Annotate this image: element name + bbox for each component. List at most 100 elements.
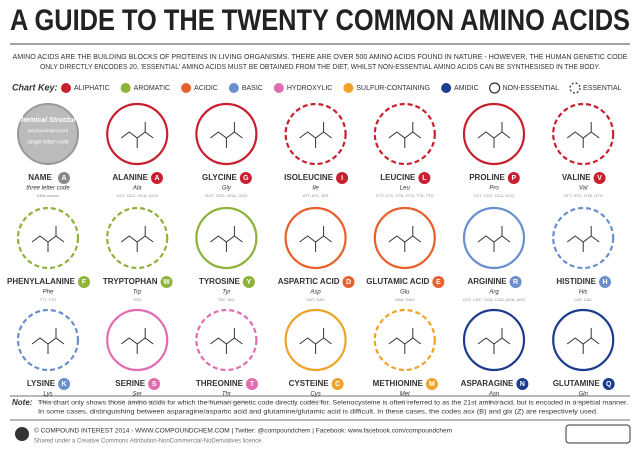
letter-badge-text: H [602, 279, 607, 286]
letter-badge [78, 276, 91, 288]
footer-line: © COMPOUND INTEREST 2014 - WWW.COMPOUNDC… [34, 427, 452, 435]
acid-name: HISTIDINE [556, 277, 596, 286]
acid-code: Pro [489, 186, 499, 192]
structure-circle [195, 102, 258, 166]
key-label: Chart Key: [12, 82, 58, 92]
acid-codons: TAT, TAC [218, 297, 234, 302]
letter-badge [242, 276, 255, 288]
letter-badge-text: G [243, 175, 249, 182]
letter-badge [432, 276, 445, 288]
acid-codons: CCT, CCC, CCA, CCG [474, 193, 514, 198]
structure-circle [284, 308, 347, 372]
letter-badge-text: F [82, 279, 87, 286]
letter-badge-text: P [511, 175, 516, 182]
acid-codons: CGT, CGC, CGA, CGG, AGA, AGG [463, 297, 526, 302]
structure-circle [552, 102, 615, 166]
acid-code: Lys [43, 392, 52, 398]
structure-circle [462, 308, 526, 372]
acid-name: LYSINE [27, 379, 56, 388]
letter-badge-text: A [61, 175, 66, 182]
intro-line: AMINO ACIDS ARE THE BUILDING BLOCKS OF P… [13, 54, 628, 61]
key-swatch [273, 83, 284, 93]
letter-badge-text: V [597, 175, 602, 182]
letter-badge [148, 378, 161, 390]
letter-badge-text: E [436, 279, 441, 286]
letter-badge [150, 172, 163, 184]
letter-badge-text: T [250, 381, 255, 388]
legend-text: NAME [28, 173, 52, 182]
acid-code: Ile [312, 186, 319, 192]
key-swatch [61, 83, 71, 93]
acid-code: Ser [133, 392, 143, 398]
structure-circle [16, 206, 80, 270]
note-line: This chart only shows those amino acids … [38, 401, 628, 407]
note-label: Note: [12, 398, 33, 407]
letter-badge-text: K [62, 381, 67, 388]
acid-code: Glu [400, 290, 410, 296]
key-swatch [120, 83, 131, 93]
key-item: BASIC [242, 85, 263, 92]
letter-badge-text: W [163, 279, 170, 286]
letter-badge-text: N [520, 381, 525, 388]
structure-circle [195, 308, 258, 372]
letter-badge-text: Q [606, 381, 612, 388]
letter-badge-text: I [341, 175, 343, 182]
key-item: ALIPHATIC [74, 85, 110, 92]
acid-code: Gln [579, 392, 589, 398]
acid-code: Thr [222, 392, 232, 398]
acid-name: TRYPTOPHAN [103, 277, 158, 286]
key-item: ESSENTIAL [583, 85, 622, 92]
letter-badge [602, 378, 615, 390]
acid-codons: GCT, GCC, GCA, GCG [117, 193, 158, 198]
legend-text: Chemical Structure [16, 117, 80, 124]
letter-badge [425, 378, 438, 390]
acid-name: ISOLEUCINE [284, 173, 334, 182]
letter-badge [598, 276, 611, 288]
acid-name: METHIONINE [373, 379, 424, 388]
acid-codons: GTT, GTC, GTA, GTG [564, 193, 603, 198]
intro-line: ONLY DIRECTLY ENCODES 20. 'ESSENTIAL' AM… [40, 64, 600, 71]
acid-codons: TGT, TGC [307, 399, 325, 404]
acid-name: PROLINE [469, 173, 505, 182]
acid-codons: AAA, AAG [39, 399, 57, 404]
letter-badge [58, 378, 71, 390]
letter-badge-text: C [335, 381, 340, 388]
acid-code: Cys [310, 392, 320, 398]
key-item: AROMATIC [134, 85, 170, 92]
structure-circle [373, 102, 436, 166]
acid-code: Leu [400, 186, 411, 192]
letter-badge-text: A [154, 175, 159, 182]
acid-name: GLYCINE [202, 173, 237, 182]
letter-badge [336, 172, 349, 184]
acid-codons: CAT, CAC [574, 297, 592, 302]
structure-circle [106, 308, 169, 372]
acid-code: Val [579, 186, 588, 192]
acid-name: PHENYLALANINE [7, 277, 76, 286]
letter-badge-text: M [429, 381, 435, 388]
legend-text: DNA codons [37, 193, 59, 198]
structure-circle [552, 308, 615, 372]
letter-badge [160, 276, 173, 288]
acid-codons: TGG [133, 297, 142, 302]
structure-circle [106, 206, 169, 270]
key-item: HYDROXYLIC [287, 85, 333, 92]
key-item: ACIDIC [194, 85, 218, 92]
letter-badge-text: D [346, 279, 351, 286]
acid-codons: ACT, ACC, ACA, ACG [207, 399, 246, 404]
acid-name: GLUTAMINE [553, 379, 601, 388]
letter-badge [342, 276, 355, 288]
acid-codons: AAT, AAC [485, 399, 502, 404]
structure-circle [284, 102, 347, 166]
acid-code: Arg [488, 290, 499, 296]
footer-line: Shared under a Creative Commons Attribut… [34, 439, 263, 445]
key-swatch [228, 83, 239, 93]
structure-circle [16, 308, 80, 372]
key-swatch [569, 82, 581, 94]
key-item: AMIDIC [454, 85, 479, 92]
acid-codons: TTT, TTC [40, 297, 57, 302]
key-swatch [343, 83, 354, 93]
structure-circle [17, 103, 79, 165]
licence-badge [565, 424, 631, 444]
structure-circle [106, 102, 169, 166]
